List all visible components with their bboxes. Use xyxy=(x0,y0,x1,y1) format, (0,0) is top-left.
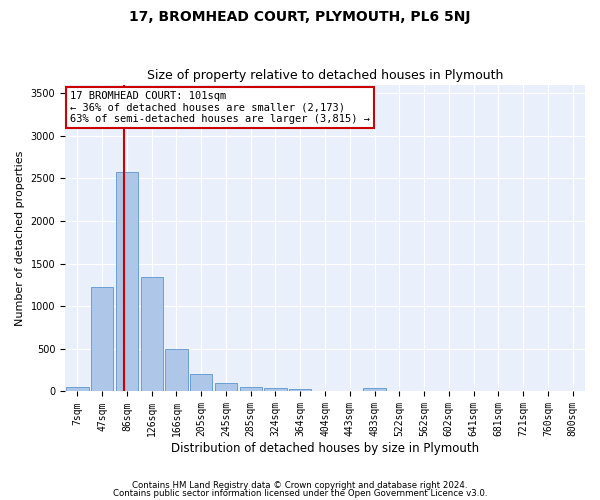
Bar xyxy=(190,374,212,392)
Bar xyxy=(239,387,262,392)
Bar xyxy=(116,172,138,392)
Text: 17 BROMHEAD COURT: 101sqm
← 36% of detached houses are smaller (2,173)
63% of se: 17 BROMHEAD COURT: 101sqm ← 36% of detac… xyxy=(70,90,370,124)
Bar xyxy=(91,286,113,392)
Y-axis label: Number of detached properties: Number of detached properties xyxy=(15,150,25,326)
Bar xyxy=(215,383,237,392)
Bar xyxy=(140,277,163,392)
Bar xyxy=(289,390,311,392)
Bar xyxy=(166,349,188,392)
Bar xyxy=(364,388,386,392)
Text: Contains HM Land Registry data © Crown copyright and database right 2024.: Contains HM Land Registry data © Crown c… xyxy=(132,481,468,490)
Text: 17, BROMHEAD COURT, PLYMOUTH, PL6 5NJ: 17, BROMHEAD COURT, PLYMOUTH, PL6 5NJ xyxy=(129,10,471,24)
Text: Contains public sector information licensed under the Open Government Licence v3: Contains public sector information licen… xyxy=(113,488,487,498)
Title: Size of property relative to detached houses in Plymouth: Size of property relative to detached ho… xyxy=(147,69,503,82)
Bar xyxy=(66,387,89,392)
Bar xyxy=(265,388,287,392)
X-axis label: Distribution of detached houses by size in Plymouth: Distribution of detached houses by size … xyxy=(171,442,479,455)
